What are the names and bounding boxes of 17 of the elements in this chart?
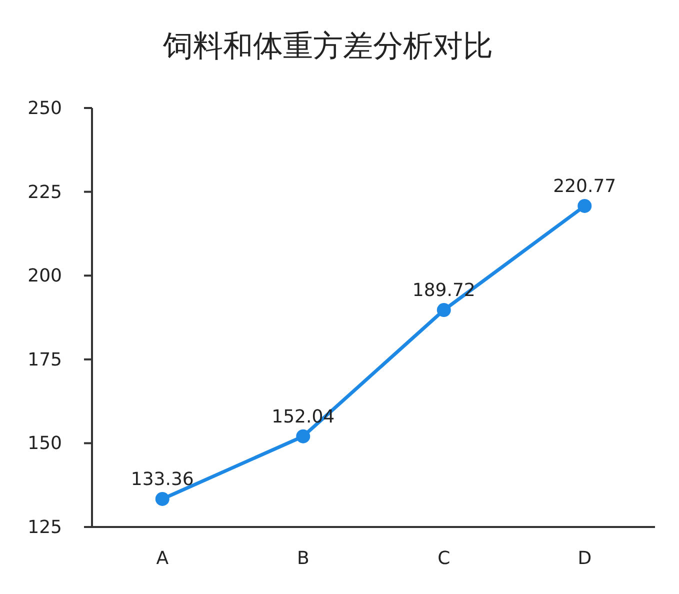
y-tick-label: 125 <box>28 516 62 538</box>
point <box>578 198 592 213</box>
data-label: 220.77 <box>553 176 616 197</box>
point <box>436 303 451 318</box>
y-tick-label: 150 <box>28 432 62 454</box>
y-tick-label: 175 <box>28 348 62 370</box>
x-tick-label: D <box>578 548 592 568</box>
x-tick-label: A <box>156 548 170 568</box>
x-tick-label: C <box>438 548 450 568</box>
y-tick-label: 250 <box>28 98 62 118</box>
data-label: 133.36 <box>130 468 194 490</box>
y-tick-label: 200 <box>28 265 62 286</box>
point <box>155 492 170 506</box>
point <box>296 429 310 444</box>
x-tick-label: B <box>296 548 310 568</box>
y-tick-label: 225 <box>28 181 62 202</box>
chart-title: 饲料和体重方差分析对比 <box>162 28 493 64</box>
